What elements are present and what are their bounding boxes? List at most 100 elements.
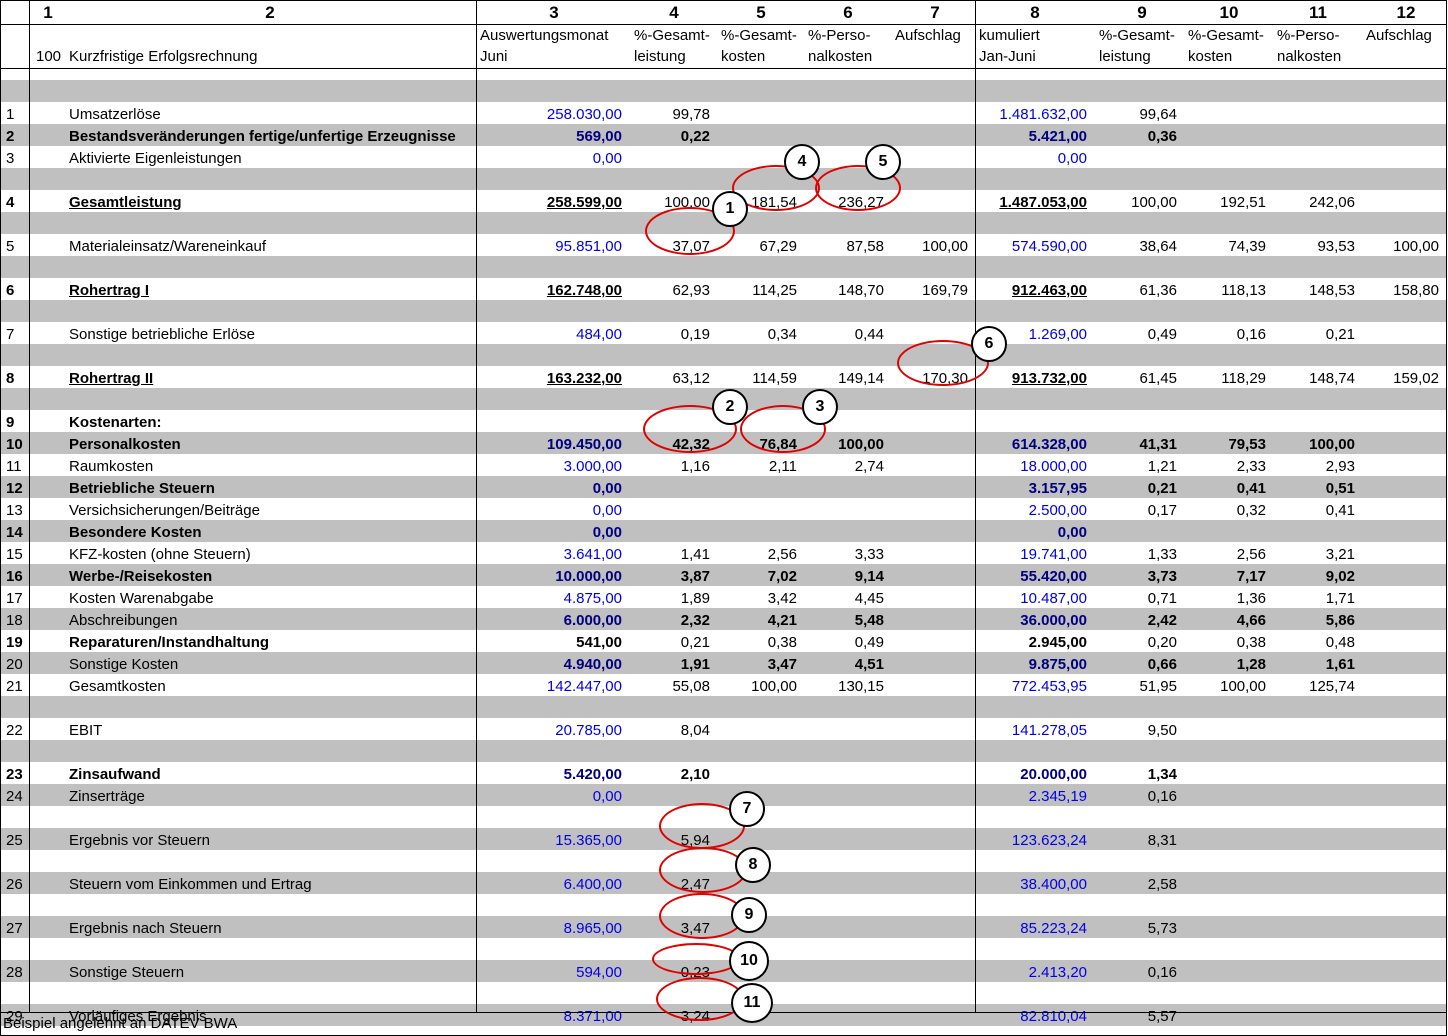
value-month: 0,00 — [592, 150, 622, 167]
value-cumulative: 0,00 — [1057, 150, 1087, 167]
value-col-9: 1,21 — [1147, 458, 1177, 475]
value-month: 569,00 — [576, 128, 622, 145]
value-month: 0,00 — [592, 524, 622, 541]
column-number-11: 11 — [1309, 3, 1327, 22]
row-label: Kosten Warenabgabe — [69, 590, 214, 607]
grid-line-col7 — [975, 0, 976, 1013]
value-col-6: 4,51 — [854, 656, 884, 673]
row-number: 16 — [6, 568, 23, 585]
row-number: 21 — [6, 678, 23, 695]
value-month: 541,00 — [576, 634, 622, 651]
row-label: Ergebnis nach Steuern — [69, 920, 222, 937]
table-row-12: 12 Betriebliche Steuern 0,00 3.157,95 0,21 0,… — [0, 476, 1447, 498]
value-col-6: 130,15 — [838, 678, 884, 695]
value-month: 163.232,00 — [546, 370, 622, 387]
table-row-18: 18 Abschreibungen 6.000,00 2,32 4,21 5,48 36.0… — [0, 608, 1447, 630]
value-col-9: 0,71 — [1147, 590, 1177, 607]
value-col-6: 5,48 — [854, 612, 884, 629]
value-col-7: 169,79 — [922, 282, 968, 299]
annotation-badge-5: 5 — [865, 144, 901, 180]
value-col-9: 2,58 — [1147, 876, 1177, 893]
highlight-ellipse-10 — [652, 943, 740, 975]
value-col-10: 118,13 — [1221, 282, 1266, 299]
row-number: 27 — [6, 920, 23, 937]
value-cumulative: 36.000,00 — [1020, 612, 1087, 629]
value-col-12 — [1299, 828, 1439, 850]
value-col-10: 79,53 — [1228, 436, 1266, 453]
table-row-20: 20 Sonstige Kosten 4.940,00 1,91 3,47 4,51 9.8… — [0, 652, 1447, 674]
value-month: 0,00 — [592, 788, 622, 805]
column-number-4: 4 — [669, 3, 679, 22]
value-cumulative: 5.421,00 — [1028, 128, 1087, 145]
header-c6-line2: nalkosten — [808, 48, 873, 65]
row-number: 12 — [6, 480, 23, 497]
value-col-12 — [1299, 586, 1439, 608]
row-number: 13 — [6, 502, 23, 519]
value-cumulative: 574.590,00 — [1011, 238, 1087, 255]
value-col-12 — [1299, 916, 1439, 938]
value-col-4: 1,91 — [680, 656, 710, 673]
spacer-row — [0, 696, 1447, 718]
value-month: 142.447,00 — [546, 678, 622, 695]
value-col-9: 0,16 — [1147, 788, 1177, 805]
value-cumulative: 2.500,00 — [1028, 502, 1087, 519]
value-col-12 — [1299, 102, 1439, 124]
value-col-11: 1,61 — [1325, 656, 1355, 673]
row-number: 18 — [6, 612, 23, 629]
value-col-10: 2,33 — [1236, 458, 1266, 475]
row-label: Steuern vom Einkommen und Ertrag — [69, 876, 312, 893]
value-col-12 — [1299, 454, 1439, 476]
value-cumulative: 123.623,24 — [1011, 832, 1087, 849]
value-cumulative: 55.420,00 — [1020, 568, 1087, 585]
value-col-6: 148,70 — [838, 282, 884, 299]
value-col-6: 0,49 — [854, 634, 884, 651]
grid-line-right — [1446, 0, 1447, 1036]
column-number-1: 1 — [43, 3, 53, 22]
value-col-12 — [1299, 476, 1439, 498]
table-row-21: 21 Gesamtkosten 142.447,00 55,08 100,00 130,1… — [0, 674, 1447, 696]
value-col-11: 0,41 — [1325, 502, 1355, 519]
header-c3-line1: Auswertungsmonat — [480, 27, 609, 44]
row-number: 10 — [6, 436, 23, 453]
value-col-6: 0,44 — [854, 326, 884, 343]
table-row-6: 6 Rohertrag I 162.748,00 62,93 114,25 148,70 1… — [0, 278, 1447, 300]
value-cumulative: 141.278,05 — [1011, 722, 1087, 739]
value-col-9: 0,16 — [1147, 964, 1177, 981]
value-cumulative: 912.463,00 — [1011, 282, 1087, 299]
row-number: 15 — [6, 546, 23, 563]
annotation-badge-4: 4 — [784, 144, 820, 180]
header-c11-line1: %-Perso- — [1277, 27, 1340, 44]
value-col-10: 100,00 — [1220, 678, 1266, 695]
value-col-11: 125,74 — [1309, 678, 1355, 695]
value-col-9: 2,42 — [1147, 612, 1177, 629]
value-col-4: 0,22 — [680, 128, 710, 145]
value-col-10: 0,32 — [1236, 502, 1266, 519]
column-number-3: 3 — [549, 3, 559, 22]
value-col-12 — [1299, 124, 1439, 146]
row-label: Betriebliche Steuern — [69, 480, 215, 497]
value-col-12 — [1299, 960, 1439, 982]
header-c10-line1: %-Gesamt- — [1188, 27, 1264, 44]
value-cumulative: 38.400,00 — [1020, 876, 1087, 893]
value-col-6: 3,33 — [854, 546, 884, 563]
value-col-6: 100,00 — [838, 436, 884, 453]
row-label: Zinserträge — [69, 788, 145, 805]
value-col-4: 2,10 — [680, 766, 710, 783]
row-label: KFZ-kosten (ohne Steuern) — [69, 546, 251, 563]
column-number-12: 12 — [1396, 3, 1416, 22]
value-col-10: 4,66 — [1236, 612, 1266, 629]
value-cumulative: 85.223,24 — [1020, 920, 1087, 937]
table-row-23: 23 Zinsaufwand 5.420,00 2,10 20.000,00 1,34 — [0, 762, 1447, 784]
value-col-12: 159,02 — [1393, 370, 1439, 387]
column-number-9: 9 — [1137, 3, 1147, 22]
table-row-9: 9 Kostenarten: — [0, 410, 1447, 432]
row-label: Ergebnis vor Steuern — [69, 832, 210, 849]
annotation-badge-1: 1 — [712, 191, 748, 227]
value-cumulative: 772.453,95 — [1011, 678, 1087, 695]
row-label: Umsatzerlöse — [69, 106, 161, 123]
value-col-9: 1,34 — [1147, 766, 1177, 783]
value-month: 10.000,00 — [555, 568, 622, 585]
value-cumulative: 19.741,00 — [1020, 546, 1087, 563]
table-row-14: 14 Besondere Kosten 0,00 0,00 — [0, 520, 1447, 542]
row-number: 22 — [6, 722, 23, 739]
